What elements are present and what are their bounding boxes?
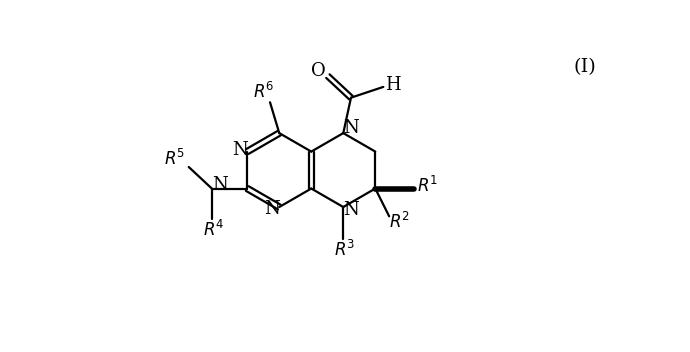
Text: N: N [264, 200, 279, 218]
Text: $R^{6}$: $R^{6}$ [253, 81, 275, 102]
Text: $R^{2}$: $R^{2}$ [389, 212, 411, 232]
Text: N: N [343, 119, 359, 138]
Text: $R^{5}$: $R^{5}$ [164, 149, 186, 169]
Text: N: N [232, 141, 248, 159]
Text: H: H [385, 76, 400, 94]
Text: $R^{1}$: $R^{1}$ [417, 175, 438, 195]
Text: N: N [343, 201, 359, 219]
Text: O: O [311, 62, 326, 80]
Text: (I): (I) [573, 58, 596, 76]
Text: $R^{3}$: $R^{3}$ [334, 240, 355, 260]
Text: $R^{4}$: $R^{4}$ [203, 220, 224, 240]
Text: N: N [212, 176, 228, 194]
